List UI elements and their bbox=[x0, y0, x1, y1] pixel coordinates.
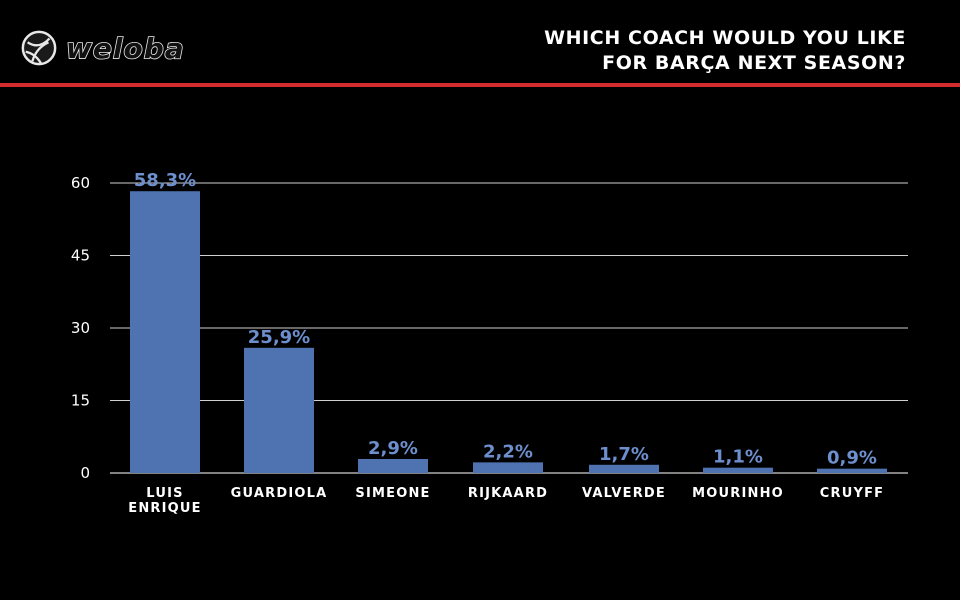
y-tick-label-30: 30 bbox=[71, 319, 90, 337]
chart-title-line-1: WHICH COACH WOULD YOU LIKE bbox=[544, 27, 906, 49]
x-tick-label-line: RIJKAARD bbox=[468, 486, 548, 501]
x-tick-label-line: SIMEONE bbox=[355, 486, 430, 501]
brand-name: weloba bbox=[65, 31, 185, 66]
y-tick-label-15: 15 bbox=[71, 392, 90, 410]
bar-3 bbox=[473, 462, 543, 473]
data-label-4: 1,7% bbox=[599, 444, 649, 465]
x-tick-label-line: VALVERDE bbox=[582, 486, 666, 501]
bar-1 bbox=[244, 347, 314, 473]
x-axis-labels: LUIS ENRIQUE GUARDIOLA SIMEONE RIJKAARD VALVE… bbox=[128, 486, 884, 516]
data-label-5: 1,1% bbox=[713, 447, 763, 468]
bar-5 bbox=[703, 467, 773, 473]
header-divider bbox=[0, 83, 960, 87]
chart-title: WHICH COACH WOULD YOU LIKE FOR BARÇA NEX… bbox=[544, 26, 906, 76]
x-tick-label-6: CRUYFF bbox=[820, 486, 884, 501]
data-label-1: 25,9% bbox=[248, 327, 310, 348]
y-tick-label-45: 45 bbox=[71, 247, 90, 265]
data-label-3: 2,2% bbox=[483, 441, 533, 462]
y-tick-label-60: 60 bbox=[71, 174, 90, 192]
bar-6 bbox=[817, 468, 887, 473]
x-tick-label-2: SIMEONE bbox=[355, 486, 430, 501]
bar-2 bbox=[358, 458, 428, 473]
brand-logo[interactable]: weloba bbox=[20, 28, 185, 68]
x-tick-label-5: MOURINHO bbox=[692, 486, 784, 501]
x-tick-label-line: CRUYFF bbox=[820, 486, 884, 501]
y-axis-ticks: 0 15 30 45 60 bbox=[71, 174, 90, 482]
chart-title-line-2: FOR BARÇA NEXT SEASON? bbox=[602, 52, 906, 74]
x-tick-label-3: RIJKAARD bbox=[468, 486, 548, 501]
bar-0 bbox=[130, 191, 200, 473]
data-label-6: 0,9% bbox=[827, 448, 877, 469]
x-tick-label-0: LUIS ENRIQUE bbox=[128, 486, 202, 516]
header: weloba WHICH COACH WOULD YOU LIKE FOR BA… bbox=[0, 0, 960, 87]
ball-icon bbox=[21, 30, 57, 66]
x-tick-label-line: LUIS bbox=[146, 486, 183, 501]
gridlines bbox=[110, 182, 908, 474]
x-tick-label-line: GUARDIOLA bbox=[231, 486, 328, 501]
data-label-0: 58,3% bbox=[134, 170, 196, 191]
y-tick-label-0: 0 bbox=[80, 464, 90, 482]
x-tick-label-line: ENRIQUE bbox=[128, 501, 202, 516]
data-labels: 58,3% 25,9% 2,9% 2,2% 1,7% 1,1% 0,9% bbox=[134, 170, 877, 468]
data-label-2: 2,9% bbox=[368, 438, 418, 459]
bar-4 bbox=[589, 464, 659, 473]
x-tick-label-1: GUARDIOLA bbox=[231, 486, 328, 501]
x-tick-label-line: MOURINHO bbox=[692, 486, 784, 501]
bars bbox=[130, 191, 887, 473]
x-tick-label-4: VALVERDE bbox=[582, 486, 666, 501]
